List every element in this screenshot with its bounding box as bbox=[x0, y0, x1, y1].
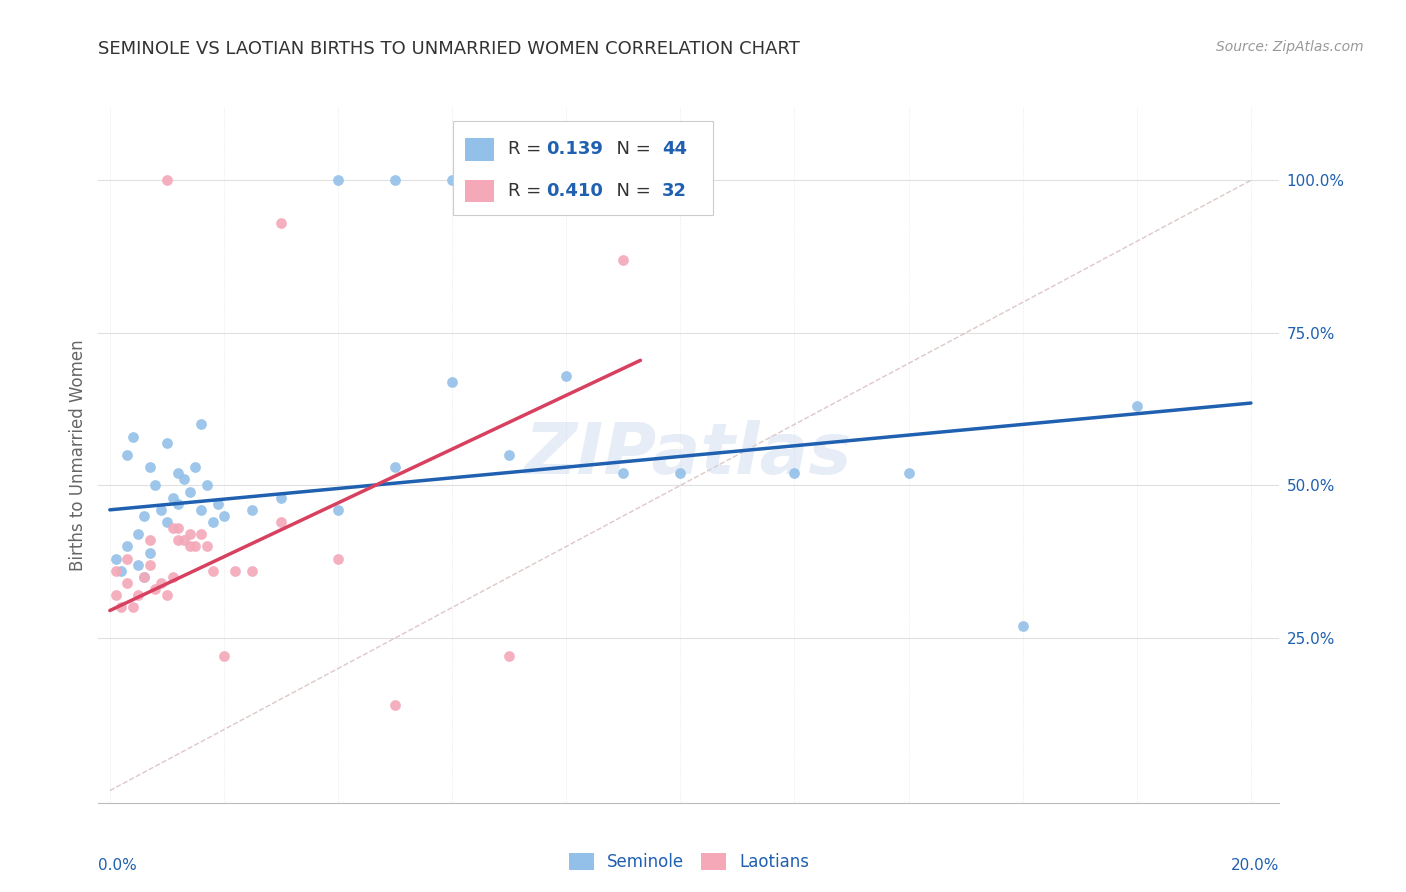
Point bbox=[145, 582, 167, 597]
Point bbox=[104, 564, 127, 578]
Text: 44: 44 bbox=[662, 140, 686, 158]
Point bbox=[150, 576, 173, 591]
Point bbox=[121, 600, 143, 615]
Point bbox=[167, 497, 190, 511]
Text: N =: N = bbox=[605, 140, 657, 158]
Text: 0.0%: 0.0% bbox=[98, 858, 138, 873]
Point bbox=[270, 515, 292, 529]
Point bbox=[162, 491, 184, 505]
Point bbox=[139, 558, 162, 572]
Point bbox=[167, 521, 190, 535]
Point bbox=[212, 508, 235, 523]
Text: ZIPatlas: ZIPatlas bbox=[526, 420, 852, 490]
Point bbox=[104, 551, 127, 566]
Text: R =: R = bbox=[508, 182, 547, 200]
Bar bbox=[464, 180, 494, 202]
Point bbox=[326, 551, 349, 566]
Point bbox=[139, 533, 162, 548]
Point bbox=[326, 503, 349, 517]
Point bbox=[156, 435, 179, 450]
Point bbox=[555, 368, 578, 383]
Point bbox=[156, 588, 179, 602]
Point bbox=[897, 467, 920, 481]
Point bbox=[242, 564, 264, 578]
Point bbox=[270, 491, 292, 505]
Point bbox=[190, 503, 212, 517]
Point bbox=[127, 527, 149, 541]
Bar bbox=[464, 138, 494, 161]
Point bbox=[156, 515, 179, 529]
Point bbox=[1011, 619, 1033, 633]
Point bbox=[441, 375, 464, 389]
Point bbox=[179, 540, 201, 554]
Point bbox=[173, 472, 195, 486]
Text: Source: ZipAtlas.com: Source: ZipAtlas.com bbox=[1216, 40, 1364, 54]
Point bbox=[201, 564, 224, 578]
Text: SEMINOLE VS LAOTIAN BIRTHS TO UNMARRIED WOMEN CORRELATION CHART: SEMINOLE VS LAOTIAN BIRTHS TO UNMARRIED … bbox=[98, 40, 800, 58]
Point bbox=[612, 467, 634, 481]
Y-axis label: Births to Unmarried Women: Births to Unmarried Women bbox=[69, 339, 87, 571]
Point bbox=[195, 478, 218, 492]
Point bbox=[1126, 399, 1149, 413]
Point bbox=[190, 417, 212, 432]
Text: N =: N = bbox=[605, 182, 657, 200]
Text: 0.410: 0.410 bbox=[546, 182, 603, 200]
Point bbox=[139, 460, 162, 475]
Point bbox=[498, 649, 520, 664]
Point bbox=[242, 503, 264, 517]
Point bbox=[441, 173, 464, 187]
Point bbox=[156, 173, 179, 187]
Point bbox=[195, 540, 218, 554]
FancyBboxPatch shape bbox=[453, 121, 713, 215]
Point bbox=[115, 540, 138, 554]
Point bbox=[179, 527, 201, 541]
Point bbox=[167, 467, 190, 481]
Point bbox=[190, 527, 212, 541]
Point bbox=[179, 484, 201, 499]
Point bbox=[384, 460, 406, 475]
Point bbox=[162, 521, 184, 535]
Point bbox=[110, 564, 132, 578]
Text: R =: R = bbox=[508, 140, 547, 158]
Point bbox=[167, 533, 190, 548]
Point bbox=[555, 173, 578, 187]
Point bbox=[184, 460, 207, 475]
Point bbox=[115, 576, 138, 591]
Point bbox=[104, 588, 127, 602]
Point bbox=[162, 570, 184, 584]
Point bbox=[115, 551, 138, 566]
Point bbox=[145, 478, 167, 492]
Point bbox=[132, 508, 155, 523]
Point bbox=[384, 698, 406, 713]
Point bbox=[139, 545, 162, 559]
Point bbox=[326, 173, 349, 187]
Point bbox=[783, 467, 806, 481]
Point bbox=[224, 564, 246, 578]
Point bbox=[132, 570, 155, 584]
Text: 0.139: 0.139 bbox=[546, 140, 603, 158]
Point bbox=[132, 570, 155, 584]
Point bbox=[115, 448, 138, 462]
Legend: Seminole, Laotians: Seminole, Laotians bbox=[562, 847, 815, 878]
Point bbox=[270, 216, 292, 230]
Point bbox=[184, 540, 207, 554]
Point bbox=[173, 533, 195, 548]
Point bbox=[498, 448, 520, 462]
Point bbox=[612, 252, 634, 267]
Point bbox=[201, 515, 224, 529]
Point bbox=[127, 558, 149, 572]
Point bbox=[127, 588, 149, 602]
Text: 32: 32 bbox=[662, 182, 686, 200]
Point bbox=[669, 467, 692, 481]
Text: 20.0%: 20.0% bbox=[1232, 858, 1279, 873]
Point bbox=[207, 497, 229, 511]
Point bbox=[110, 600, 132, 615]
Point bbox=[150, 503, 173, 517]
Point bbox=[384, 173, 406, 187]
Point bbox=[212, 649, 235, 664]
Point bbox=[121, 429, 143, 443]
